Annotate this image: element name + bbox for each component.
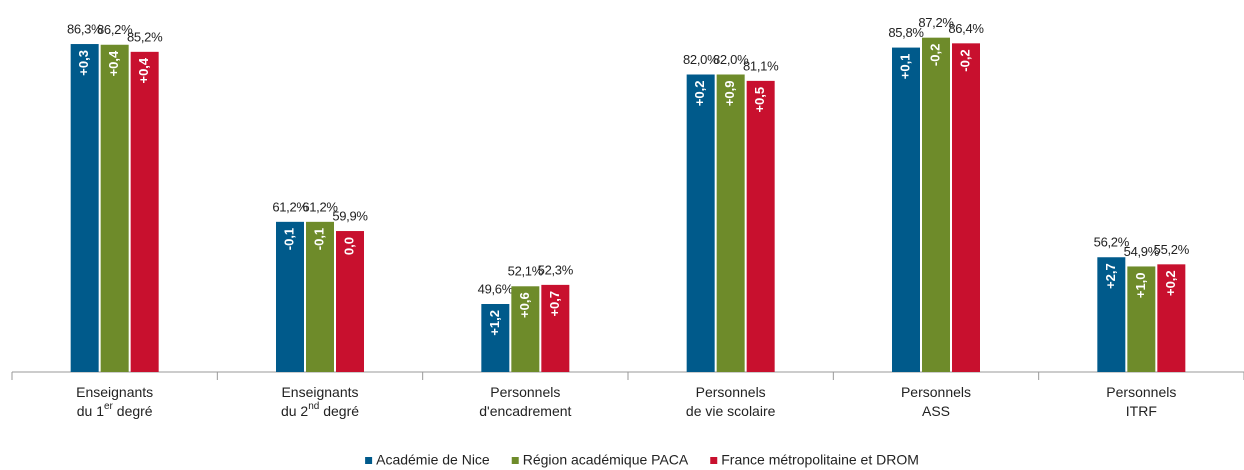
delta-label: 0,0 xyxy=(341,237,356,255)
bar xyxy=(716,74,745,372)
x-tick-label: Personnels xyxy=(901,384,971,400)
delta-label: +0,9 xyxy=(722,81,737,107)
x-tick-label: ITRF xyxy=(1126,403,1157,419)
x-tick-label: Enseignants xyxy=(281,384,358,400)
legend-swatch xyxy=(365,457,373,464)
value-label: 55,2% xyxy=(1154,242,1190,257)
value-label: 56,2% xyxy=(1094,235,1130,250)
value-label: 52,3% xyxy=(538,262,574,277)
bar xyxy=(70,44,99,373)
value-label: 82,0% xyxy=(713,52,749,67)
value-label: 54,9% xyxy=(1124,244,1160,259)
x-tick-label: d'encadrement xyxy=(479,403,571,419)
value-label: 87,2% xyxy=(918,15,954,30)
bar xyxy=(336,231,364,372)
label-part: Personnels xyxy=(901,384,971,400)
delta-label: +0,7 xyxy=(547,291,562,317)
label-part: er xyxy=(104,401,114,412)
label-part: Personnels xyxy=(696,384,766,400)
bar xyxy=(952,43,980,372)
value-label: 86,4% xyxy=(948,21,984,36)
value-label: 52,1% xyxy=(508,264,544,279)
label-part: Personnels xyxy=(1106,384,1176,400)
delta-label: -0,2 xyxy=(927,44,942,66)
bar xyxy=(100,44,129,372)
value-label: 86,2% xyxy=(97,22,133,37)
legend-label: Région académique PACA xyxy=(523,452,689,468)
bar xyxy=(306,221,334,372)
delta-label: +0,2 xyxy=(1163,270,1178,296)
label-part: Enseignants xyxy=(76,384,153,400)
bar xyxy=(686,74,715,372)
delta-label: +0,1 xyxy=(897,54,912,80)
value-label: 59,9% xyxy=(332,208,368,223)
delta-label: +0,4 xyxy=(136,57,151,83)
legend-swatch xyxy=(511,457,519,464)
bar xyxy=(511,286,540,372)
label-part: nd xyxy=(308,401,319,412)
bar xyxy=(1097,257,1126,372)
x-tick-label: de vie scolaire xyxy=(686,403,776,419)
delta-label: +0,5 xyxy=(752,87,767,113)
delta-label: +1,2 xyxy=(487,310,502,336)
label-part: du 2 xyxy=(281,403,308,419)
value-label: 85,8% xyxy=(888,25,924,40)
x-tick-label: ASS xyxy=(922,403,950,419)
label-part: du 1 xyxy=(77,403,104,419)
label-part: degré xyxy=(319,403,359,419)
delta-label: -0,2 xyxy=(957,49,972,71)
legend-label: France métropolitaine et DROM xyxy=(721,452,919,468)
legend-label: Académie de Nice xyxy=(376,452,490,468)
delta-label: +1,0 xyxy=(1133,272,1148,298)
value-label: 82,0% xyxy=(683,52,719,67)
bar xyxy=(892,47,920,372)
bar xyxy=(746,80,775,372)
delta-label: -0,1 xyxy=(281,228,296,250)
bar xyxy=(922,37,950,373)
label-part: ASS xyxy=(922,403,950,419)
bar xyxy=(130,51,159,372)
x-tick-label: Personnels xyxy=(490,384,560,400)
label-part: degré xyxy=(113,403,153,419)
label-part: Personnels xyxy=(490,384,560,400)
bar xyxy=(481,304,510,372)
value-label: 85,2% xyxy=(127,29,163,44)
x-tick-label: du 2nd degré xyxy=(281,401,359,419)
bar xyxy=(541,284,570,372)
x-tick-label: Personnels xyxy=(1106,384,1176,400)
x-tick-label: Enseignants xyxy=(76,384,153,400)
bar xyxy=(1127,266,1156,372)
value-label: 61,2% xyxy=(272,199,308,214)
legend-swatch xyxy=(710,457,718,464)
label-part: de vie scolaire xyxy=(686,403,776,419)
x-tick-label: Personnels xyxy=(696,384,766,400)
delta-label: +0,2 xyxy=(692,81,707,107)
delta-label: +0,4 xyxy=(106,50,121,76)
value-label: 81,1% xyxy=(743,58,779,73)
bar xyxy=(1157,264,1186,372)
bar xyxy=(276,221,304,372)
delta-label: +0,6 xyxy=(517,292,532,318)
value-label: 49,6% xyxy=(478,281,514,296)
value-label: 61,2% xyxy=(302,199,338,214)
label-part: ITRF xyxy=(1126,403,1157,419)
delta-label: +0,3 xyxy=(76,50,91,76)
label-part: d'encadrement xyxy=(479,403,571,419)
x-tick-label: du 1er degré xyxy=(77,401,153,419)
delta-label: +2,7 xyxy=(1103,263,1118,289)
delta-label: -0,1 xyxy=(311,228,326,250)
value-label: 86,3% xyxy=(67,21,103,36)
label-part: Enseignants xyxy=(281,384,358,400)
